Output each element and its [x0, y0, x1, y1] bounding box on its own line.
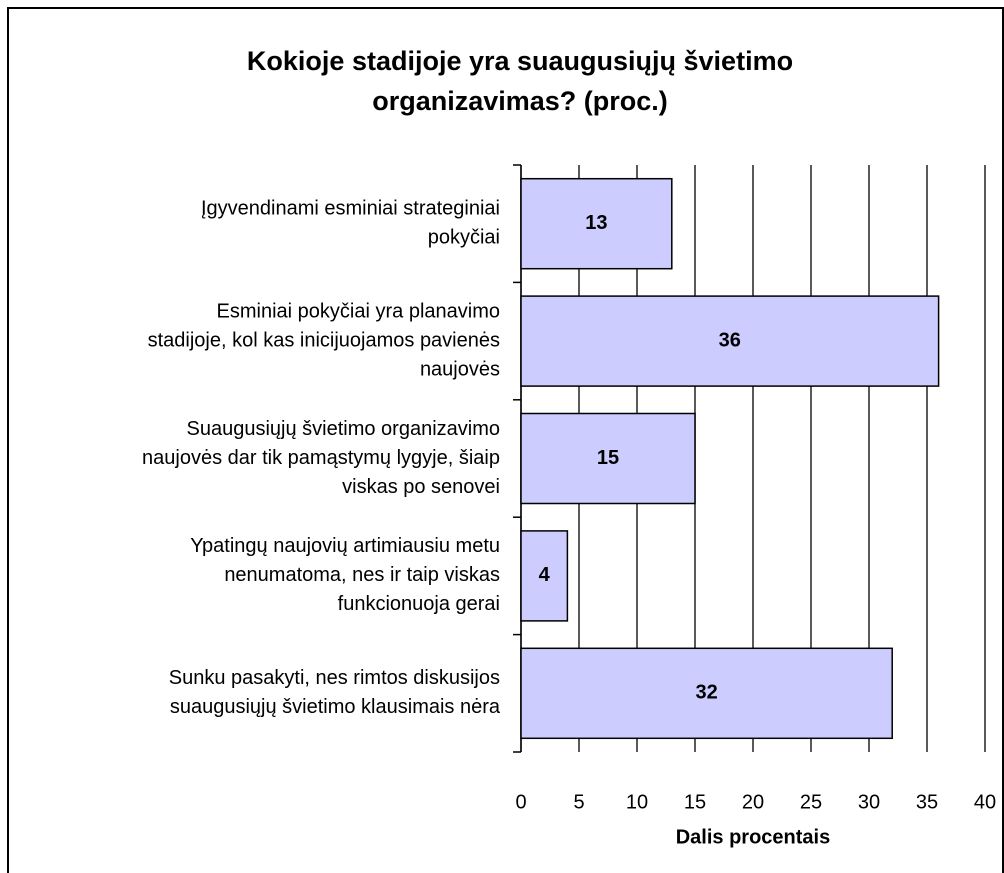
y-tick-label: Esminiai pokyčiai yra planavimo	[217, 300, 500, 322]
data-label: 15	[597, 447, 619, 469]
x-tick-label: 5	[573, 791, 584, 813]
y-tick-label: funkcionuoja gerai	[338, 593, 500, 615]
data-label: 4	[539, 564, 551, 586]
x-tick-label: 25	[800, 791, 822, 813]
x-tick-label: 15	[684, 791, 706, 813]
x-tick-label: 20	[742, 791, 764, 813]
x-tick-label: 35	[916, 791, 938, 813]
x-tick-label: 30	[858, 791, 880, 813]
x-tick-label: 0	[515, 791, 526, 813]
data-label: 13	[585, 212, 607, 234]
data-label: 32	[695, 682, 717, 704]
data-label: 36	[719, 329, 741, 351]
frame	[7, 7, 1004, 873]
chart-title: Kokioje stadijoje yra suaugusiųjų švieti…	[247, 46, 793, 76]
bar	[520, 412, 696, 505]
bar	[520, 647, 893, 740]
y-tick-label: nenumatoma, nes ir taip viskas	[224, 564, 500, 586]
bar	[520, 295, 940, 387]
y-tick-label: Įgyvendinami esminiai strateginiai	[201, 197, 500, 219]
bar	[520, 177, 673, 270]
x-tick-label: 40	[974, 791, 996, 813]
y-tick-label: Suaugusiųjų švietimo organizavimo	[187, 418, 501, 440]
y-tick-label: stadijoje, kol kas inicijuojamos pavienė…	[148, 329, 500, 351]
y-tick-label: naujovės	[420, 358, 500, 380]
y-tick-label: pokyčiai	[428, 226, 500, 248]
y-tick-label: suaugusiųjų švietimo klausimais nėra	[170, 696, 501, 718]
y-tick-label: naujovės dar tik pamąstymų lygyje, šiaip	[142, 447, 500, 469]
y-tick-label: Sunku pasakyti, nes rimtos diskusijos	[169, 667, 500, 689]
chart-title: organizavimas? (proc.)	[372, 86, 668, 116]
x-tick-label: 10	[626, 791, 648, 813]
y-tick-label: Ypatingų naujovių artimiausiu metu	[190, 535, 500, 557]
x-axis-label: Dalis procentais	[676, 826, 831, 848]
y-tick-label: viskas po senovei	[342, 476, 500, 498]
bar	[520, 530, 569, 622]
